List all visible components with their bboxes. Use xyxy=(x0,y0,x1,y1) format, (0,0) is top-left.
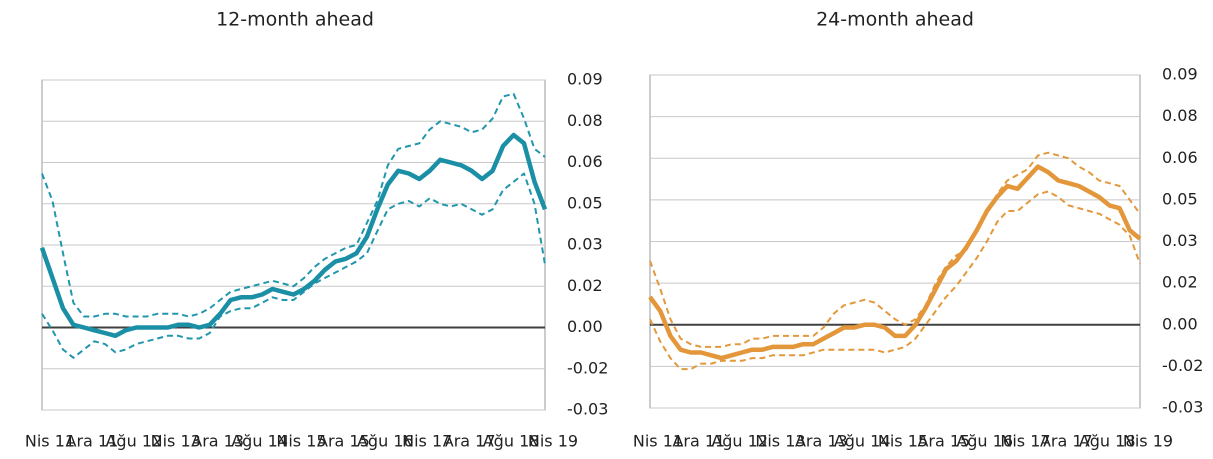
chart-title: 24-month ahead xyxy=(816,9,974,31)
x-tick-label: Nis 11 xyxy=(633,432,683,451)
y-tick-label: 0.09 xyxy=(567,70,603,89)
x-tick-label: Nis 17 xyxy=(1000,432,1050,451)
y-tick-label: 0.00 xyxy=(1162,314,1198,333)
x-tick-label: Ağu 16 xyxy=(357,432,414,451)
x-tick-label: Nis 13 xyxy=(755,432,805,451)
x-tick-label: Ara 15 xyxy=(917,432,970,451)
x-tick-label: Nis 17 xyxy=(402,432,452,451)
y-tick-label: 0.06 xyxy=(567,152,603,171)
y-tick-label: 0.02 xyxy=(567,276,603,295)
y-tick-label: 0.05 xyxy=(567,193,603,212)
x-tick-label: Ara 17 xyxy=(1040,432,1093,451)
y-tick-label: 0.02 xyxy=(1162,273,1198,292)
y-tick-label: 0.05 xyxy=(1162,189,1198,208)
x-tick-label: Nis 19 xyxy=(1123,432,1173,451)
x-tick-label: Ağu 14 xyxy=(231,432,288,451)
y-tick-label: 0.08 xyxy=(1162,106,1198,125)
x-tick-label: Ara 13 xyxy=(795,432,848,451)
y-tick-label: -0.03 xyxy=(567,400,608,419)
y-tick-label: 0.03 xyxy=(1162,231,1198,250)
y-tick-label: 0.08 xyxy=(567,111,603,130)
x-tick-label: Ara 11 xyxy=(66,432,119,451)
x-tick-label: Nis 15 xyxy=(878,432,928,451)
x-tick-label: Nis 13 xyxy=(151,432,201,451)
x-tick-label: Nis 15 xyxy=(276,432,326,451)
x-tick-label: Nis 19 xyxy=(528,432,578,451)
band-line xyxy=(41,92,546,318)
y-tick-label: -0.02 xyxy=(567,358,608,377)
chart-title: 12-month ahead xyxy=(216,9,374,31)
band-line xyxy=(41,172,546,359)
x-tick-label: Ağu 14 xyxy=(834,432,891,451)
main-line xyxy=(39,132,548,339)
x-tick-label: Ağu 12 xyxy=(711,432,768,451)
x-tick-label: Ağu 18 xyxy=(483,432,540,451)
band-line xyxy=(649,190,1141,371)
y-tick-label: 0.03 xyxy=(567,235,603,254)
y-tick-label: -0.02 xyxy=(1162,356,1203,375)
x-tick-label: Ara 15 xyxy=(317,432,370,451)
band-line xyxy=(649,151,1141,348)
y-tick-label: 0.09 xyxy=(1162,65,1198,84)
x-tick-label: Ağu 12 xyxy=(105,432,162,451)
main-line xyxy=(648,164,1142,361)
y-tick-label: 0.06 xyxy=(1162,148,1198,167)
x-tick-label: Nis 11 xyxy=(25,432,75,451)
x-tick-label: Ara 13 xyxy=(191,432,244,451)
y-tick-label: -0.03 xyxy=(1162,398,1203,417)
y-tick-label: 0.00 xyxy=(567,317,603,336)
x-tick-label: Ara 11 xyxy=(672,432,725,451)
x-tick-label: Ağu 18 xyxy=(1079,432,1136,451)
x-tick-label: Ağu 16 xyxy=(956,432,1013,451)
x-tick-label: Ara 17 xyxy=(443,432,496,451)
